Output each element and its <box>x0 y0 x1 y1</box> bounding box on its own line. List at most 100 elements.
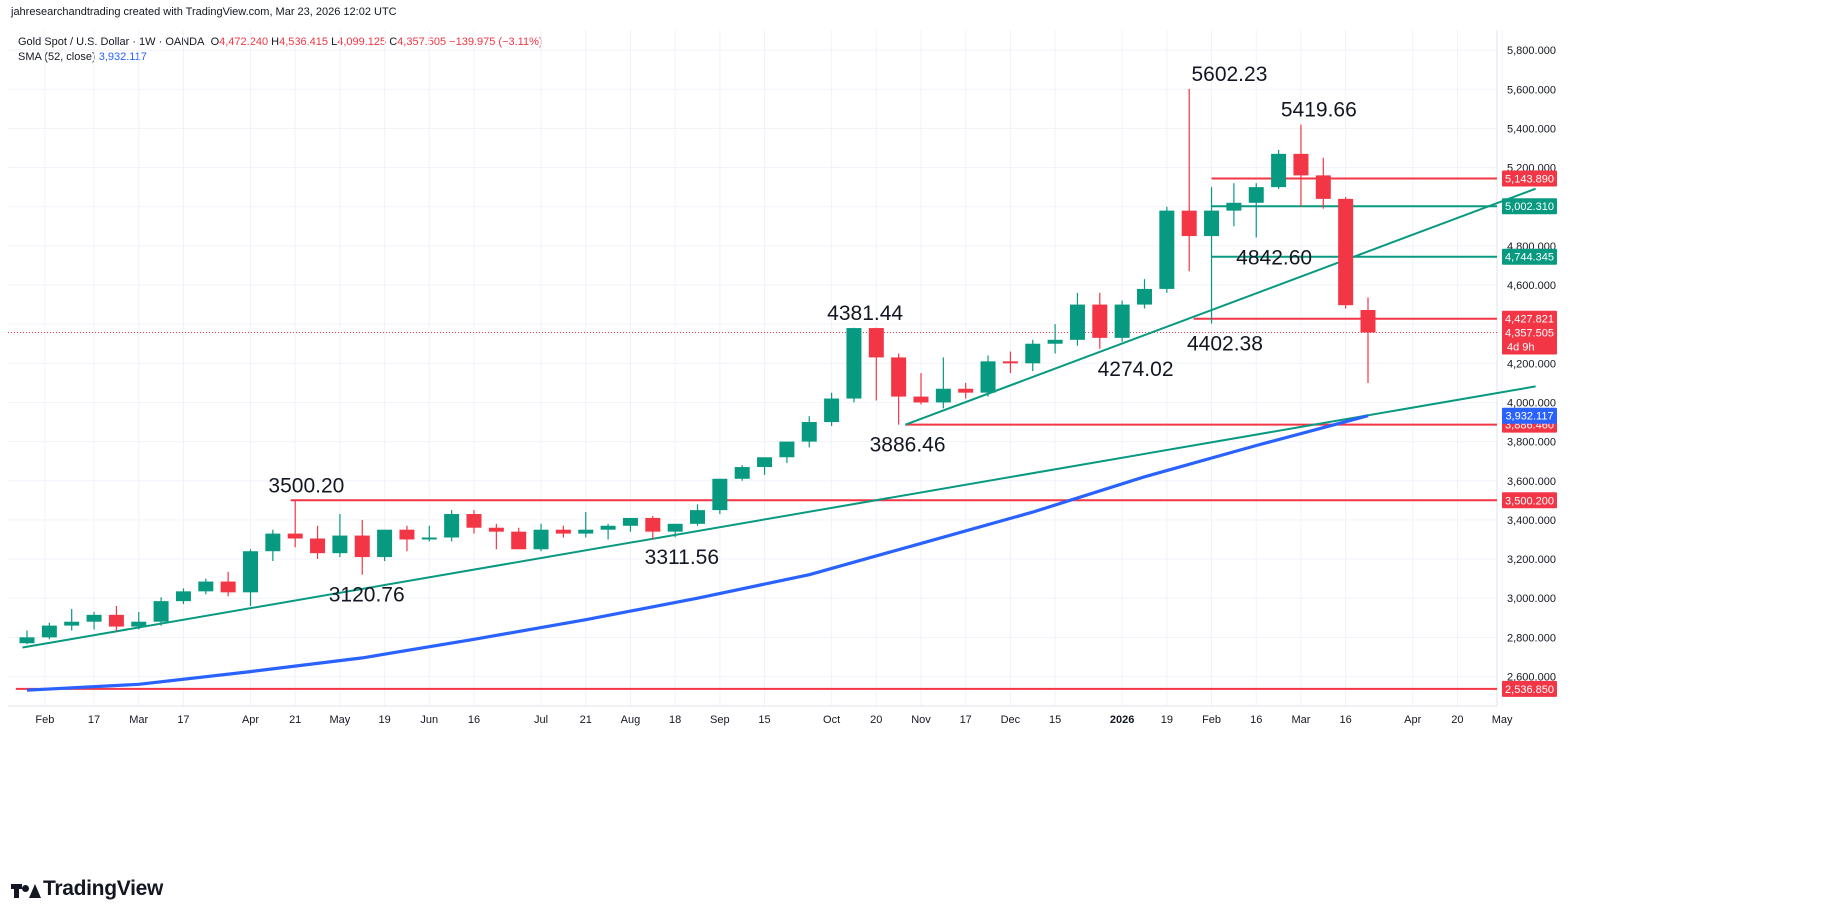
candle-body <box>578 529 594 534</box>
candle-body <box>1069 304 1085 340</box>
candle <box>667 523 683 538</box>
price-tick-label: 3,400.000 <box>1507 515 1556 527</box>
time-axis[interactable]: Feb 17 Mar 17 Apr 21 May 19 Jun 16 Jul 21 Aug 18 Sep 15… <box>35 714 1513 726</box>
time-tick-label: 15 <box>1049 714 1061 726</box>
price-annotation: 5419.66 <box>1281 99 1357 122</box>
candle-body <box>801 422 817 442</box>
candle <box>1181 88 1197 272</box>
candle <box>220 571 236 597</box>
candlesticks <box>19 88 1376 645</box>
candle <box>578 512 594 538</box>
price-axis[interactable]: 2,600.000 2,800.000 3,000.000 3,200.000 3,40… <box>1507 45 1556 683</box>
candle-body <box>1025 343 1041 364</box>
candle <box>1002 351 1018 374</box>
candle-body <box>757 457 773 468</box>
candle-body <box>1271 153 1287 188</box>
candle <box>801 416 817 448</box>
price-annotation: 4842.60 <box>1236 247 1312 270</box>
level-tag-box <box>1502 492 1557 509</box>
price-tick-label: 3,200.000 <box>1507 554 1556 566</box>
change-value: −139.975 (−3.11%) <box>449 36 543 48</box>
price-annotation: 3886.46 <box>870 434 946 457</box>
candle-body <box>891 357 907 397</box>
price-annotation: 3500.20 <box>268 474 344 497</box>
level-tag-text: 4,744.345 <box>1505 252 1554 264</box>
candle <box>310 525 326 560</box>
candle <box>1293 124 1309 207</box>
sma-label[interactable]: SMA (52, close) <box>18 51 96 63</box>
time-tick-label: 19 <box>1161 714 1173 726</box>
candle <box>265 529 281 562</box>
price-tick-label: 4,200.000 <box>1507 358 1556 370</box>
candle <box>913 373 929 405</box>
candle-body <box>421 537 437 540</box>
candle <box>1069 292 1085 346</box>
candle <box>935 357 951 409</box>
time-tick-label: 21 <box>289 714 301 726</box>
level-tag: 3,500.200 <box>1502 492 1557 509</box>
candle-body <box>1293 153 1309 176</box>
time-tick-label: 17 <box>88 714 100 726</box>
trendlines <box>22 187 1536 649</box>
price-tags: 2,536.8503,500.2003,886.4604,427.8214,74… <box>1502 170 1557 697</box>
candle <box>555 525 571 538</box>
time-tick-label: Jul <box>534 714 548 726</box>
time-tick-label: 20 <box>1451 714 1463 726</box>
time-tick-label: Oct <box>823 714 840 726</box>
time-tick-label: 17 <box>960 714 972 726</box>
price-tick-label: 5,800.000 <box>1507 45 1556 57</box>
price-tick-label: 5,400.000 <box>1507 123 1556 135</box>
candle-body <box>108 614 124 627</box>
price-annotation: 3120.76 <box>329 584 405 607</box>
candle <box>779 441 795 464</box>
chart-legend: Gold Spot / U.S. Dollar · 1W · OANDA O4,… <box>18 35 543 65</box>
candle-body <box>444 514 460 538</box>
level-tag: 2,536.850 <box>1502 680 1557 697</box>
candle <box>1338 196 1354 309</box>
candle <box>421 525 437 542</box>
trendline <box>22 385 1536 649</box>
time-tick-label: Dec <box>1001 714 1021 726</box>
candle <box>1315 157 1331 209</box>
time-tick-label: Sep <box>710 714 730 726</box>
candle-body <box>1114 304 1130 338</box>
candle-body <box>645 517 661 532</box>
candle-body <box>175 591 191 602</box>
open-label: O <box>210 36 220 48</box>
price-annotation: 3311.56 <box>645 546 719 569</box>
candle-body <box>41 625 57 638</box>
time-tick-label: 16 <box>468 714 480 726</box>
sma-tag-box <box>1502 407 1557 424</box>
trendline <box>905 187 1536 426</box>
time-tick-label: 21 <box>580 714 592 726</box>
candle-body <box>377 529 393 558</box>
price-tick-label: 4,000.000 <box>1507 397 1556 409</box>
candle-body <box>958 388 974 393</box>
candle <box>64 608 80 631</box>
candle <box>198 578 214 595</box>
symbol-label[interactable]: Gold Spot / U.S. Dollar · 1W · OANDA <box>18 36 205 48</box>
sma-tag-text: 3,932.117 <box>1505 411 1553 423</box>
level-tag: 4,427.821 <box>1502 310 1557 327</box>
time-tick-label: Aug <box>621 714 641 726</box>
level-tag-box <box>1502 198 1557 215</box>
tradingview-brand[interactable]: TradingView <box>11 877 163 901</box>
candle <box>1226 183 1242 227</box>
candle <box>399 525 415 552</box>
candle <box>86 611 102 630</box>
candle-body <box>868 328 884 358</box>
candle <box>19 630 35 645</box>
candle-body <box>600 525 616 530</box>
candle <box>645 515 661 540</box>
level-tag-text: 5,002.310 <box>1505 201 1554 213</box>
candle-body <box>198 581 214 592</box>
last-price-tag-text: 4,357.505 <box>1505 327 1554 339</box>
level-tag-box <box>1502 170 1557 187</box>
time-tick-label: Feb <box>1202 714 1221 726</box>
candle-body <box>332 535 348 554</box>
time-tick-label: 17 <box>177 714 189 726</box>
price-annotation: 4274.02 <box>1098 358 1174 381</box>
candle-body <box>980 361 996 393</box>
high-label: H <box>271 36 280 48</box>
